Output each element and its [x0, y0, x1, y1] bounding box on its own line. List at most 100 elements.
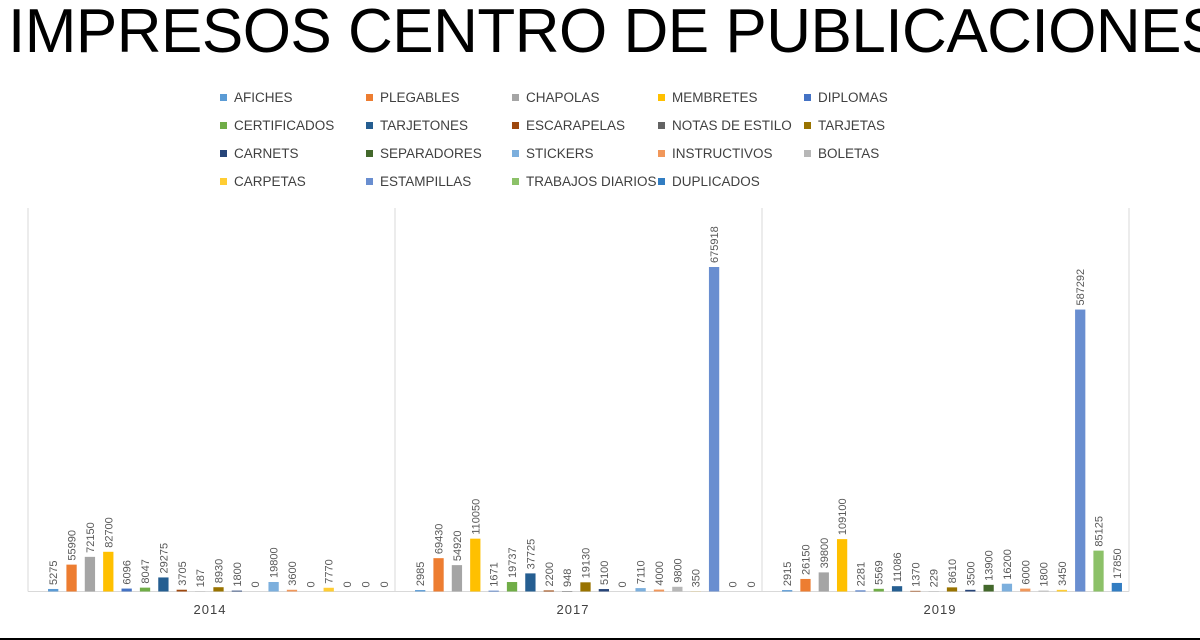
legend-swatch [366, 93, 373, 101]
legend-item-trabajos-diarios: TRABAJOS DIARIOS [512, 172, 657, 190]
legend-swatch [366, 177, 373, 185]
bar-2014-chapolas [84, 556, 96, 592]
legend-label: ESCARAPELAS [526, 117, 626, 133]
legend-item-chapolas: CHAPOLAS [512, 88, 600, 106]
data-label: 85125 [1094, 516, 1106, 547]
legend-label: TARJETONES [380, 117, 469, 133]
bar-2014-diplomas [121, 588, 132, 592]
data-label: 8930 [214, 559, 226, 583]
legend-label: PLEGABLES [380, 89, 460, 105]
data-label: 69430 [434, 524, 446, 555]
legend-swatch [220, 149, 227, 157]
legend-label: CARPETAS [234, 173, 306, 189]
legend-item-certificados: CERTIFICADOS [220, 116, 334, 134]
legend-label: MEMBRETES [672, 89, 758, 105]
bar-2017-diplomas [488, 590, 499, 592]
category-label-2017: 2017 [557, 602, 590, 617]
data-label: 2915 [782, 562, 794, 586]
legend-item-diplomas: DIPLOMAS [804, 88, 888, 106]
data-label: 82700 [103, 517, 115, 548]
data-label: 19130 [581, 548, 593, 579]
data-label: 6000 [1020, 560, 1032, 584]
bar-2014-carnets [231, 590, 243, 592]
legend-item-instructivos: INSTRUCTIVOS [658, 144, 773, 162]
legend-swatch [512, 121, 519, 129]
data-label: 1370 [910, 562, 922, 586]
legend-item-afiches: AFICHES [220, 88, 293, 106]
data-label: 0 [305, 581, 317, 587]
bar-2019-tarjetas [946, 587, 958, 592]
category-label-2014: 2014 [194, 602, 227, 617]
data-label: 72150 [85, 522, 97, 553]
legend-label: INSTRUCTIVOS [672, 145, 773, 161]
legend-item-estampillas: ESTAMPILLAS [366, 172, 471, 190]
legend-swatch [804, 121, 811, 129]
data-label: 26150 [800, 544, 812, 575]
data-label: 13900 [984, 550, 996, 581]
bar-2017-tarjetones [525, 573, 536, 592]
bar-2019-boletas [1038, 590, 1049, 592]
data-label: 110050 [470, 499, 482, 535]
legend-item-stickers: STICKERS [512, 144, 594, 162]
legend-swatch [512, 93, 519, 101]
data-label: 39800 [819, 538, 831, 569]
legend-label: CERTIFICADOS [234, 117, 335, 133]
bar-2019-instructivos [1020, 588, 1031, 592]
bar-2019-carnets [965, 589, 976, 592]
data-label: 2985 [415, 562, 427, 586]
data-label: 0 [342, 581, 354, 587]
legend-item-carpetas: CARPETAS [220, 172, 306, 190]
bar-2014-instructivos [286, 589, 298, 592]
bar-2019-carpetas [1056, 589, 1068, 592]
data-label: 0 [379, 581, 391, 587]
bar-2017-tarjetas [580, 582, 591, 592]
chart-legend: AFICHES PLEGABLES CHAPOLAS MEMBRETES DIPLOMA… [0, 0, 1200, 200]
legend-label: DIPLOMAS [818, 89, 888, 105]
data-label: 4000 [654, 561, 666, 585]
bar-2019-stickers [1001, 583, 1013, 592]
legend-item-boletas: BOLETAS [804, 144, 879, 162]
data-label: 0 [727, 581, 739, 587]
data-label: 0 [617, 581, 629, 587]
legend-swatch [512, 177, 519, 185]
legend-label: STICKERS [526, 145, 594, 161]
legend-label: CHAPOLAS [526, 89, 600, 105]
bar-2019-duplicados [1111, 582, 1122, 592]
page-title: IMPRESOS CENTRO DE PUBLICACIONES [8, 0, 1200, 66]
data-label: 229 [929, 569, 941, 587]
legend-item-tarjetas: TARJETAS [804, 116, 885, 134]
bar-2014-stickers [268, 581, 279, 592]
data-label: 8610 [947, 559, 959, 583]
legend-swatch [658, 121, 665, 129]
bar-2014-tarjetas [213, 587, 224, 592]
legend-label: NOTAS DE ESTILO [672, 117, 792, 133]
legend-item-escarapelas: ESCARAPELAS [512, 116, 625, 134]
data-label: 1800 [1039, 562, 1051, 586]
legend-swatch [658, 93, 665, 101]
data-label: 7770 [324, 559, 336, 583]
bar-2017-membretes [470, 538, 481, 592]
data-label: 3705 [177, 561, 189, 585]
bar-2019-certificados [873, 588, 884, 592]
data-label: 1800 [232, 562, 244, 586]
bar-2019-trabajos-diarios [1093, 550, 1104, 592]
data-label: 6096 [122, 560, 134, 584]
bar-2019-membretes [836, 539, 848, 592]
data-label: 0 [746, 581, 758, 587]
data-label: 11086 [892, 552, 904, 582]
bar-2014-certificados [139, 587, 151, 592]
bar-2017-chapolas [451, 565, 463, 592]
bar-2019-afiches [782, 590, 793, 592]
legend-swatch [658, 177, 665, 185]
data-label: 8047 [140, 559, 152, 583]
data-label: 16200 [1002, 549, 1014, 580]
data-label: 29275 [158, 543, 170, 574]
bar-2017-boletas [672, 586, 683, 592]
bar-2019-estampillas [1075, 309, 1086, 592]
data-label: 5275 [48, 560, 60, 584]
data-label: 350 [691, 569, 703, 587]
category-label-2019: 2019 [924, 602, 957, 617]
bar-2017-carnets [598, 589, 610, 592]
bar-2014-afiches [48, 588, 59, 592]
legend-swatch [804, 149, 811, 157]
